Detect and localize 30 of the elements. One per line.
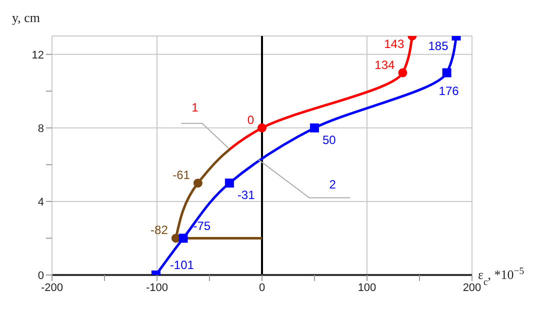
point: [398, 68, 408, 78]
annotation: -61: [172, 168, 190, 182]
x-tick-label: 200: [462, 282, 482, 294]
annotation: 50: [322, 132, 336, 147]
point: [224, 178, 234, 188]
point: [193, 178, 202, 188]
text: 2: [329, 178, 336, 192]
x-tick-label: 100: [358, 282, 376, 294]
x-tick-label: -100: [146, 282, 168, 294]
point: [310, 123, 319, 132]
annotation: 0: [247, 112, 254, 127]
annotation: -101: [170, 258, 194, 272]
annotation: 134: [374, 58, 396, 72]
point: [178, 234, 188, 243]
x-tick-label: -200: [40, 282, 64, 294]
y-tick-label: 8: [38, 122, 44, 135]
text: 1: [192, 100, 199, 114]
x-tick-label: 0: [258, 282, 266, 294]
annotation: 143: [384, 37, 404, 51]
y-tick-label: 4: [38, 196, 44, 208]
y-tick-label: 12: [32, 49, 44, 62]
point: [258, 123, 266, 132]
annotation: -82: [150, 223, 168, 238]
annotation: 176: [438, 84, 460, 98]
annotation: 185: [428, 39, 449, 53]
annotation: -75: [193, 219, 211, 234]
y-tick-label: 0: [38, 270, 44, 282]
y-axis-title: y, cm: [12, 10, 40, 25]
point: [442, 68, 452, 78]
annotation: -31: [237, 188, 256, 202]
